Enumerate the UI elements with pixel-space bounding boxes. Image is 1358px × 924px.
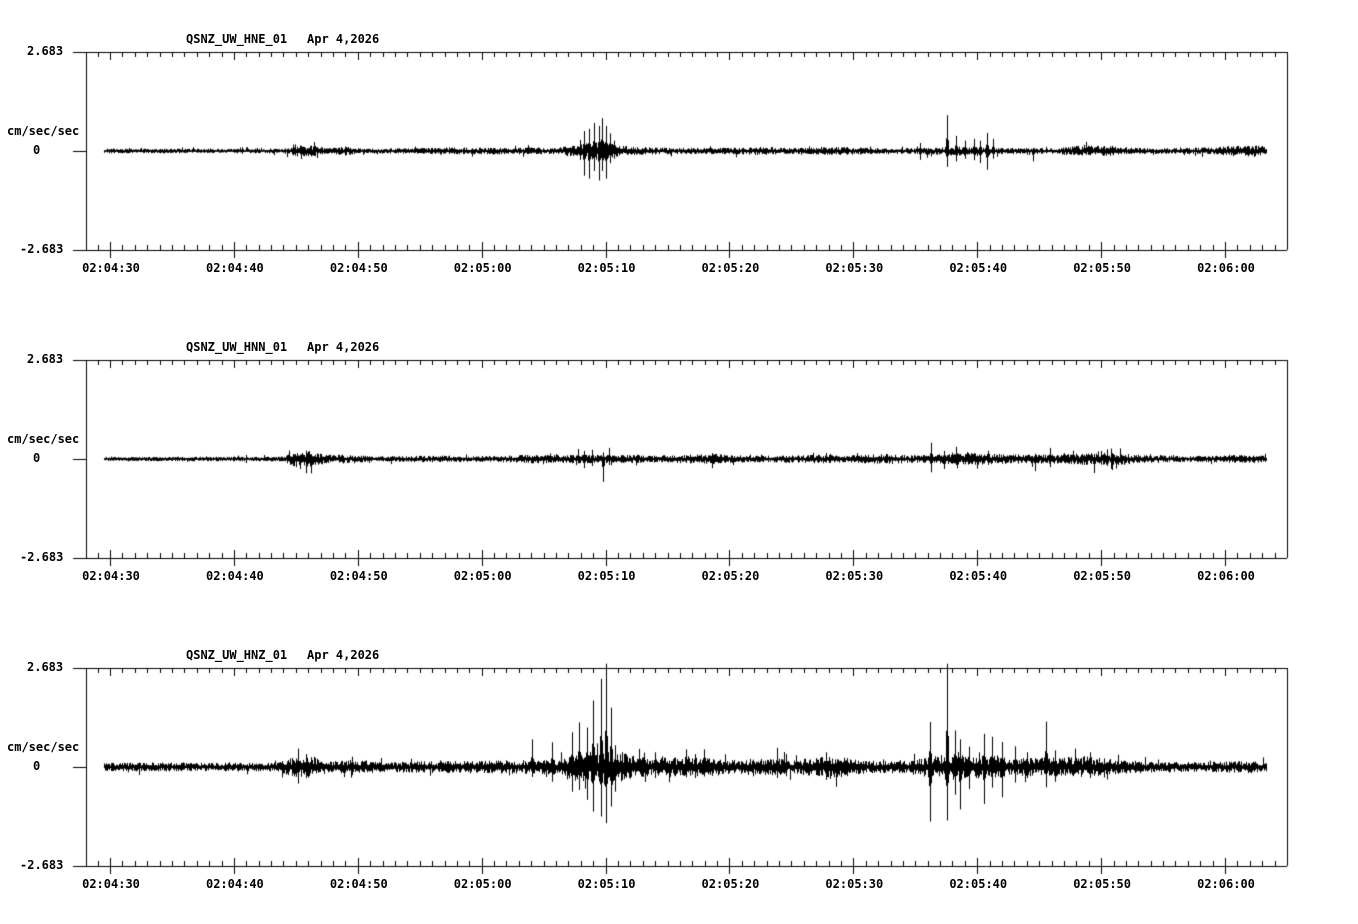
seismogram-page: { "display": { "background": "#ffffff", … [0,0,1358,924]
waveform-canvas [0,0,1358,924]
